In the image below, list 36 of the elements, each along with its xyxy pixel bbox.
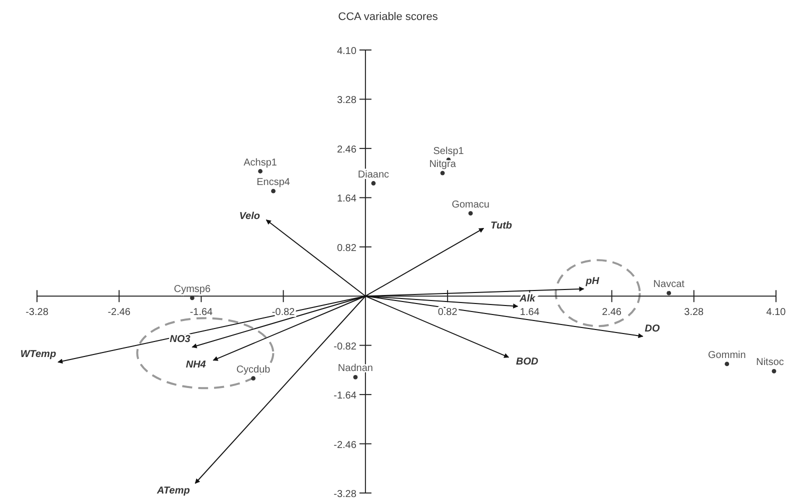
x-tick-label: 3.28 <box>684 307 704 318</box>
annotation: Selsp1 <box>433 146 464 157</box>
y-tick-label: 0.82 <box>336 242 357 254</box>
y-tick-label: -3.28 <box>334 489 357 498</box>
y-tick-label: -1.64 <box>334 390 357 402</box>
annotation: Cymsp6 <box>174 284 211 295</box>
annotation: Nitsoc <box>756 357 784 368</box>
x-tick-label: 4.10 <box>766 307 786 318</box>
x-tick-label: 0.82 <box>438 307 458 318</box>
y-tick-label: 3.28 <box>336 95 357 106</box>
annotation: Encsp4 <box>256 177 290 188</box>
x-tick-label: -3.28 <box>26 307 49 318</box>
series-label: DO <box>644 323 660 334</box>
x-tick-label: -2.46 <box>108 307 131 318</box>
x-tick-label: -1.64 <box>190 307 214 318</box>
chart-title: CCA variable scores <box>338 11 438 23</box>
series-label: Tutb <box>490 220 512 232</box>
x-tick-label: 2.46 <box>602 307 622 318</box>
y-tick-label: 4.10 <box>336 46 357 57</box>
series-label: ATemp <box>156 485 190 496</box>
x-tick-label: 1.64 <box>520 307 540 318</box>
annotation: Navcat <box>653 279 685 290</box>
series-label: pH <box>584 276 600 287</box>
y-tick-label: 2.46 <box>336 144 357 156</box>
annotation: Nitgra <box>429 159 456 170</box>
series-label: WTemp <box>20 349 56 360</box>
y-tick-label: -2.46 <box>334 440 357 451</box>
annotation: Achsp1 <box>244 157 278 168</box>
annotation: Gomacu <box>452 199 490 210</box>
series-label: BOD <box>516 356 538 368</box>
series-label: NO3 <box>170 334 191 346</box>
y-tick-label: 1.64 <box>336 194 357 205</box>
y-tick-label: -0.82 <box>334 341 357 352</box>
annotation: Gommin <box>708 350 746 361</box>
series-label: Velo <box>239 211 260 222</box>
series-label: NH4 <box>186 359 206 370</box>
